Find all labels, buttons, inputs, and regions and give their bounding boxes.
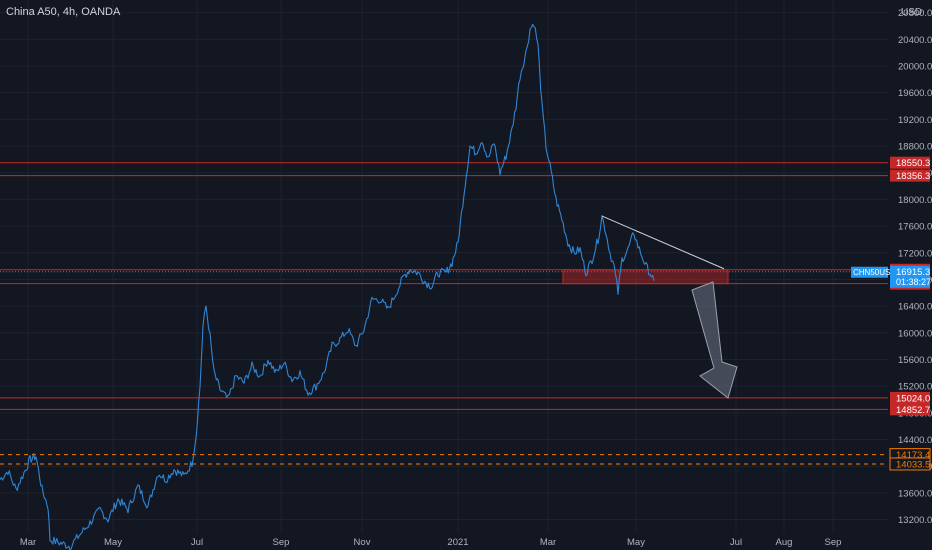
level-tag-label: 18550.3 [896, 158, 930, 169]
y-tick-label: 17600.0 [898, 222, 932, 233]
symbol-tag-label: CHN50USD [853, 268, 896, 277]
y-tick-label: 19200.0 [898, 115, 932, 126]
symbol-info: China A50, 4h, OANDA [6, 6, 121, 18]
level-tag [890, 169, 930, 182]
current-price-tag [890, 265, 930, 288]
currency-label: USD [901, 7, 922, 18]
countdown-value: 01:38:27 [896, 277, 931, 287]
level-tag-label: 14852.7 [896, 405, 930, 416]
grid [0, 0, 888, 533]
x-tick-label: Mar [540, 537, 556, 548]
level-tag [890, 403, 930, 416]
y-tick-label: 18000.0 [898, 195, 932, 206]
x-tick-label: Sep [273, 537, 290, 548]
y-tick-label: 15200.0 [898, 382, 932, 393]
down-arrow-icon[interactable] [691, 281, 738, 399]
symbol-tag [851, 266, 888, 278]
x-tick-label: Aug [776, 537, 793, 548]
level-tag [890, 156, 930, 169]
price-series [0, 23, 655, 550]
x-tick-label: Jul [730, 537, 742, 548]
y-tick-label: 20800.0 [898, 8, 932, 19]
y-tick-label: 14400.0 [898, 435, 932, 446]
time-axis[interactable]: Mar May Jul Sep Nov 2021 Mar May Jul Aug Sep [20, 537, 842, 548]
level-tag-label: 18356.3 [896, 171, 930, 182]
y-tick-label: 16000.0 [898, 328, 932, 339]
price-tags: 18550.318356.316944.916736.915024.014852… [851, 156, 931, 471]
y-tick-label: 13600.0 [898, 488, 932, 499]
price-line [0, 23, 655, 550]
current-price-value: 16915.3 [896, 267, 930, 278]
x-tick-label: Sep [825, 537, 842, 548]
level-tag-label: 15024.0 [896, 393, 930, 404]
trend-drawings[interactable] [601, 215, 738, 399]
level-tag-label: 14033.5 [896, 459, 930, 470]
level-tag [890, 391, 930, 404]
level-tag [889, 457, 931, 471]
level-tag-label: 14173.4 [896, 450, 930, 461]
y-tick-label: 18800.0 [898, 142, 932, 153]
x-tick-label: Nov [354, 537, 371, 548]
x-tick-label: May [104, 537, 122, 548]
y-tick-label: 16400.0 [898, 302, 932, 313]
x-tick-label: 2021 [447, 537, 468, 548]
supply-zone[interactable] [562, 269, 729, 285]
y-tick-label: 15600.0 [898, 355, 932, 366]
trendline[interactable] [601, 215, 725, 270]
y-tick-label: 13200.0 [898, 515, 932, 526]
y-tick-label: 17200.0 [898, 248, 932, 259]
zone-rect[interactable] [562, 269, 729, 285]
y-tick-label: 20400.0 [898, 35, 932, 46]
y-tick-label: 20000.0 [898, 62, 932, 73]
x-tick-label: Mar [20, 537, 36, 548]
x-tick-label: Jul [191, 537, 203, 548]
x-tick-label: May [627, 537, 645, 548]
y-tick-label: 19600.0 [898, 88, 932, 99]
